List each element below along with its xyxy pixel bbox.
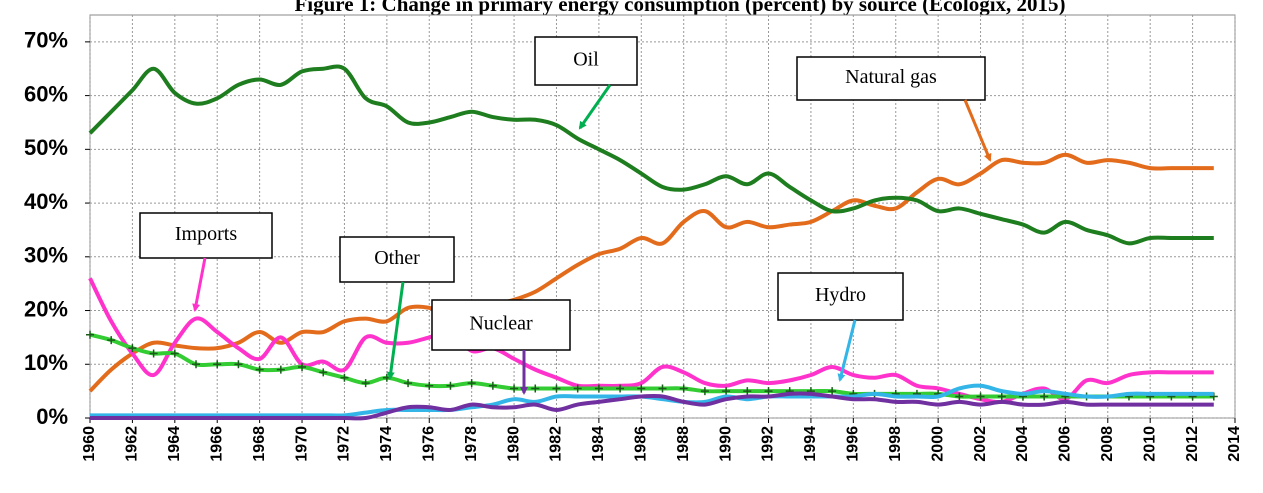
series-line <box>88 64 1214 246</box>
x-tick-label: 1968 <box>251 426 268 462</box>
x-tick-label: 1996 <box>845 426 862 462</box>
point-marker <box>319 368 328 377</box>
annotation-box <box>139 212 273 259</box>
point-marker <box>255 365 264 374</box>
point-marker <box>467 379 476 388</box>
point-marker <box>298 362 307 371</box>
point-marker <box>340 373 349 382</box>
annotation-box <box>777 272 904 321</box>
x-tick-label: 1984 <box>590 426 607 462</box>
x-tick-label: 1998 <box>887 426 904 462</box>
point-marker <box>234 360 243 369</box>
annotation-text: Natural gas <box>845 66 937 88</box>
annotation-arrow <box>192 257 207 312</box>
x-tick-label: 1986 <box>633 426 650 462</box>
point-marker <box>170 349 179 358</box>
chart-title: Figure 1: Change in primary energy consu… <box>294 0 1065 16</box>
point-marker <box>531 384 540 393</box>
point-marker <box>404 379 413 388</box>
x-tick-label: 1966 <box>208 426 225 462</box>
y-tick-label: 10% <box>24 350 68 375</box>
y-tick-label: 60% <box>24 81 68 106</box>
y-tick-label: 40% <box>24 189 68 214</box>
point-marker <box>616 384 625 393</box>
point-marker <box>510 384 519 393</box>
y-tick-label: 20% <box>24 296 68 321</box>
point-marker <box>276 365 285 374</box>
point-marker <box>764 387 773 396</box>
annotation-arrow <box>963 99 992 162</box>
x-tick-label: 1974 <box>378 426 395 462</box>
x-tick-label: 2002 <box>972 426 989 462</box>
x-tick-label: 1988 <box>675 426 692 462</box>
annotation-text: Imports <box>175 223 237 245</box>
y-tick-label: 50% <box>24 135 68 160</box>
annotation-text: Oil <box>573 49 599 71</box>
x-tick-label: 1982 <box>548 426 565 462</box>
annotation-arrow <box>578 84 612 130</box>
point-marker <box>552 384 561 393</box>
point-marker <box>573 384 582 393</box>
point-marker <box>828 387 837 396</box>
point-marker <box>213 360 222 369</box>
x-tick-label: 1994 <box>802 426 819 462</box>
series-line <box>88 277 1214 405</box>
x-tick-label: 2004 <box>1014 426 1031 462</box>
x-tick-label: 1992 <box>760 426 777 462</box>
y-tick-label: 30% <box>24 243 68 268</box>
x-tick-label: 1970 <box>293 426 310 462</box>
annotation-box <box>534 36 638 86</box>
point-marker <box>107 336 116 345</box>
annotation-box <box>796 56 986 101</box>
point-marker <box>976 392 985 401</box>
point-marker <box>128 344 137 353</box>
x-tick-label: 1976 <box>420 426 437 462</box>
point-marker <box>86 330 94 339</box>
series-line <box>88 152 1214 393</box>
x-tick-label: 2006 <box>1057 426 1074 462</box>
point-marker <box>679 384 688 393</box>
x-tick-label: 2014 <box>1226 426 1243 462</box>
point-marker <box>955 392 964 401</box>
x-tick-label: 1962 <box>124 426 141 462</box>
point-marker <box>488 381 497 390</box>
point-marker <box>192 360 201 369</box>
x-tick-label: 1972 <box>336 426 353 462</box>
x-tick-label: 1964 <box>166 426 183 462</box>
x-tick-label: 1960 <box>81 426 98 462</box>
point-marker <box>446 381 455 390</box>
x-tick-label: 1990 <box>717 426 734 462</box>
annotation-arrow <box>386 281 405 380</box>
annotation-box <box>431 299 571 351</box>
point-marker <box>743 387 752 396</box>
point-marker <box>1040 392 1049 401</box>
annotation-text: Nuclear <box>469 313 533 335</box>
annotation-text: Hydro <box>815 284 866 306</box>
x-tick-label: 2010 <box>1141 426 1158 462</box>
point-marker <box>1209 392 1218 401</box>
annotation-text: Other <box>374 247 420 269</box>
x-tick-label: 1978 <box>463 426 480 462</box>
x-tick-label: 2012 <box>1184 426 1201 462</box>
point-marker <box>149 349 158 358</box>
annotation-box <box>339 236 455 283</box>
point-marker <box>997 392 1006 401</box>
x-tick-label: 2008 <box>1099 426 1116 462</box>
point-marker <box>425 381 434 390</box>
y-tick-label: 70% <box>24 28 68 53</box>
point-marker <box>722 387 731 396</box>
point-marker <box>637 384 646 393</box>
series-line <box>90 391 1214 421</box>
point-marker <box>361 379 370 388</box>
x-tick-label: 2000 <box>929 426 946 462</box>
y-tick-label: 0% <box>36 404 68 429</box>
annotation-arrow <box>837 319 857 382</box>
point-marker <box>594 384 603 393</box>
point-marker <box>700 387 709 396</box>
x-tick-label: 1980 <box>505 426 522 462</box>
point-marker <box>658 384 667 393</box>
